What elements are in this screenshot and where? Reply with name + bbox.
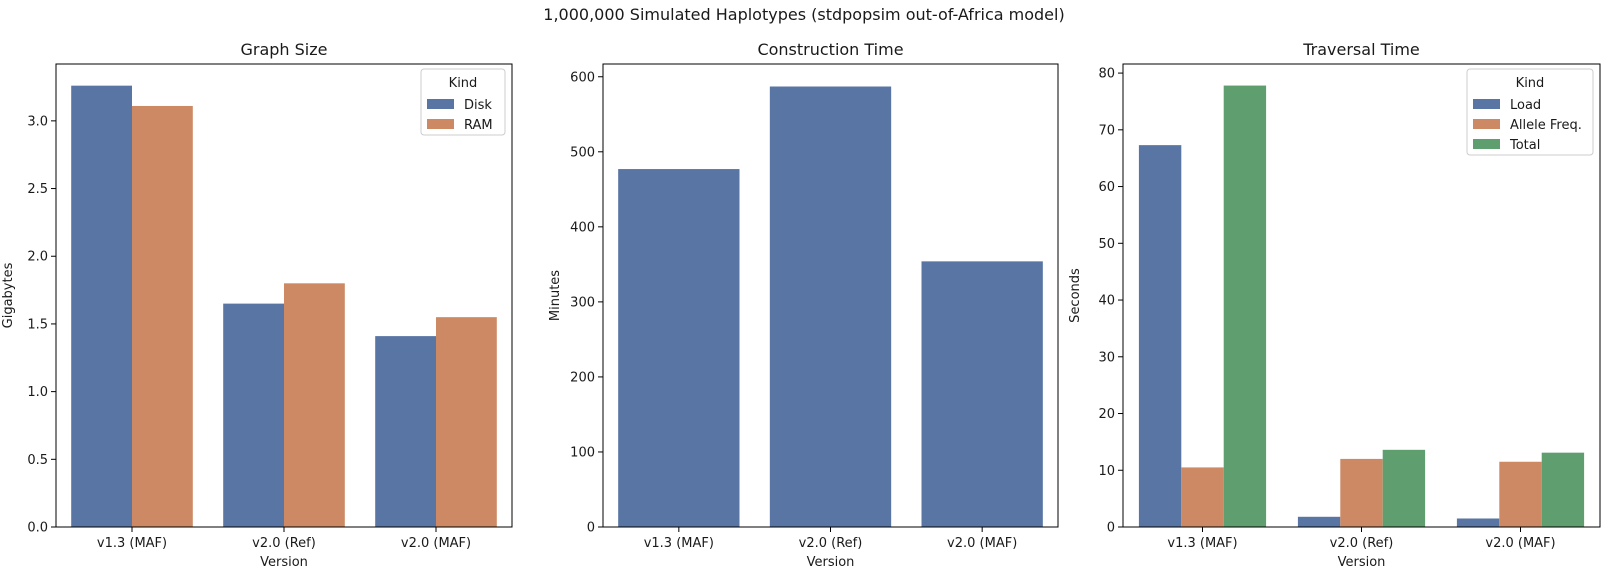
y-tick-label: 2.5 <box>27 182 48 197</box>
x-tick-label: v2.0 (Ref) <box>252 536 316 551</box>
legend-title: Kind <box>1516 76 1545 91</box>
legend-label: Load <box>1510 98 1541 113</box>
bar <box>1181 467 1224 527</box>
y-tick-label: 400 <box>570 220 595 235</box>
chart-panel-2: Construction Time 0 100 200 300 400 500 600 v1.3… <box>548 40 1059 570</box>
x-tick-label: v1.3 (MAF) <box>644 536 714 551</box>
legend-swatch <box>427 99 454 109</box>
legend-box <box>420 68 506 136</box>
bar <box>1138 145 1182 527</box>
y-axis-label: Minutes <box>548 270 563 321</box>
legend-title: Kind <box>449 76 478 91</box>
y-tick-label: 2.0 <box>27 250 48 265</box>
x-tick-label: v2.0 (MAF) <box>947 536 1017 551</box>
bar <box>921 261 1043 527</box>
x-axis-label: Version <box>807 555 855 570</box>
y-tick-label: 1.5 <box>27 317 48 332</box>
y-tick-label: 100 <box>570 445 595 460</box>
bar <box>284 283 345 527</box>
legend-swatch <box>1473 139 1500 149</box>
bar <box>1456 518 1500 527</box>
y-tick-label: 40 <box>1098 294 1115 309</box>
y-tick-label: 0.5 <box>27 453 48 468</box>
y-tick-label: 200 <box>570 370 595 385</box>
bar <box>71 85 132 527</box>
bar <box>1223 85 1267 527</box>
y-tick-label: 600 <box>570 70 595 85</box>
legend: Kind Load Allele Freq. Total <box>1466 68 1594 156</box>
x-tick-label: v1.3 (MAF) <box>1167 536 1237 551</box>
x-axis-label: Version <box>260 555 308 570</box>
legend-label: Allele Freq. <box>1510 118 1582 133</box>
legend-label: Disk <box>464 98 492 113</box>
chart-title: Traversal Time <box>1302 40 1420 59</box>
y-tick-label: 500 <box>570 145 595 160</box>
bar <box>1541 452 1585 527</box>
legend-label: Total <box>1509 138 1540 153</box>
y-tick-label: 50 <box>1098 237 1115 252</box>
x-tick-label: v2.0 (Ref) <box>1330 536 1394 551</box>
chart-title: Graph Size <box>240 40 327 59</box>
y-tick-label: 3.0 <box>27 114 48 129</box>
y-tick-label: 20 <box>1098 407 1115 422</box>
x-axis-label: Version <box>1338 555 1386 570</box>
bar <box>436 317 497 527</box>
bar <box>1297 516 1341 527</box>
x-tick-label: v2.0 (MAF) <box>1485 536 1555 551</box>
bar <box>132 105 193 527</box>
legend: Kind Disk RAM <box>420 68 506 136</box>
bar <box>223 303 284 527</box>
y-tick-label: 10 <box>1098 464 1115 479</box>
bar <box>1499 461 1542 527</box>
y-tick-label: 1.0 <box>27 385 48 400</box>
bar <box>375 336 436 527</box>
y-tick-label: 80 <box>1098 67 1115 82</box>
y-tick-label: 30 <box>1098 350 1115 365</box>
legend-label: RAM <box>464 118 493 133</box>
legend-swatch <box>1473 119 1500 129</box>
bar <box>618 169 740 527</box>
chart-panel-1: Graph Size 0.0 0.5 1.0 1.5 2.0 2.5 3.0 v1.3 (MAF… <box>1 40 513 570</box>
y-axis-label: Seconds <box>1068 268 1083 323</box>
chart-panel-3: Traversal Time 0 10 20 30 40 50 60 70 80 v1.3 (MAF… <box>1068 40 1601 570</box>
y-tick-label: 60 <box>1098 180 1115 195</box>
x-tick-label: v1.3 (MAF) <box>97 536 167 551</box>
legend-box <box>1466 68 1594 156</box>
x-tick-label: v2.0 (MAF) <box>401 536 471 551</box>
y-tick-label: 0 <box>1107 521 1115 536</box>
y-tick-label: 0.0 <box>27 521 48 536</box>
chart-title: Construction Time <box>757 40 903 59</box>
y-tick-label: 0 <box>587 521 595 536</box>
y-tick-label: 300 <box>570 295 595 310</box>
legend-swatch <box>427 119 454 129</box>
bar <box>1340 458 1383 527</box>
y-tick-label: 70 <box>1098 123 1115 138</box>
legend-swatch <box>1473 99 1500 109</box>
figure-suptitle: 1,000,000 Simulated Haplotypes (stdpopsi… <box>543 5 1064 24</box>
bar <box>1382 449 1426 527</box>
bar <box>769 86 892 527</box>
x-tick-label: v2.0 (Ref) <box>799 536 863 551</box>
y-axis-label: Gigabytes <box>1 262 16 328</box>
